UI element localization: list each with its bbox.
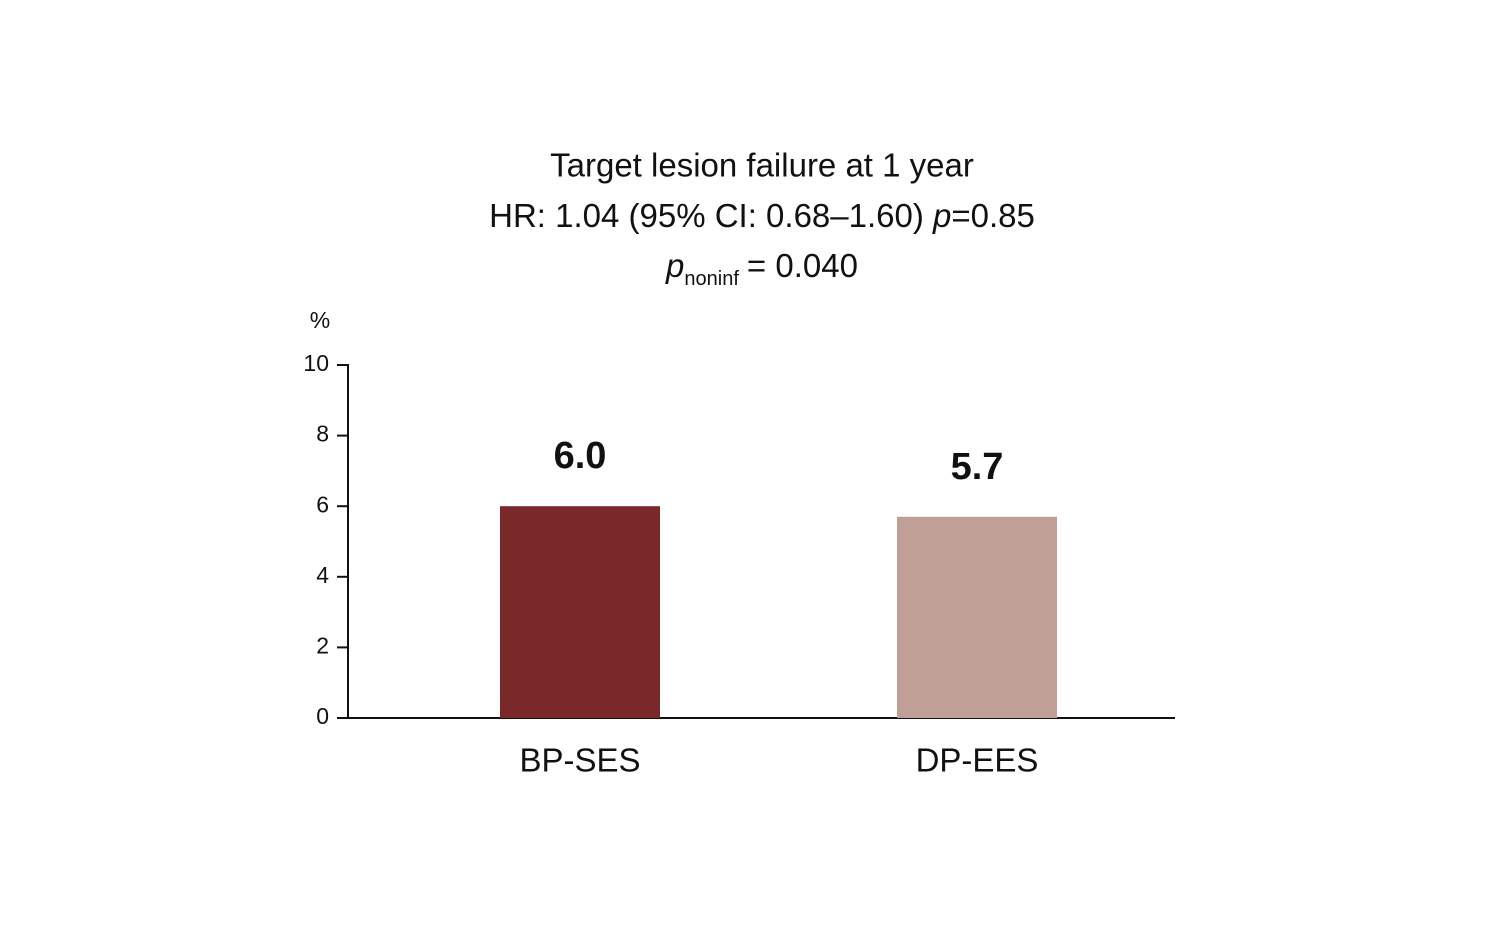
x-tick-label: BP-SES [519,742,640,779]
chart-subtitle: HR: 1.04 (95% CI: 0.68–1.60) p=0.85 [489,197,1035,234]
y-tick-label: 2 [316,632,329,658]
subtitle-symbol: p [932,197,951,234]
value-label: 5.7 [951,446,1004,488]
y-tick-label: 10 [303,350,329,376]
value-label: 6.0 [554,435,607,477]
subtitle-text: HR: 1.04 (95% CI: 0.68–1.60) [489,197,924,234]
x-tick-label: DP-EES [916,742,1039,779]
annotation-symbol: p [665,247,684,284]
chart-title: Target lesion failure at 1 year [550,147,974,184]
annotation-subscript: noninf [684,268,739,290]
y-tick-label: 6 [316,491,329,517]
annotation: pnoninf = 0.040 [665,247,858,291]
y-tick-label: 4 [316,562,329,588]
y-axis-label: % [310,307,330,333]
y-tick-label: 8 [316,421,329,447]
bar [897,516,1057,718]
subtitle-value: =0.85 [951,197,1035,234]
bar [500,506,660,718]
y-tick-label: 0 [316,703,329,729]
annotation-value: = 0.040 [747,247,858,284]
